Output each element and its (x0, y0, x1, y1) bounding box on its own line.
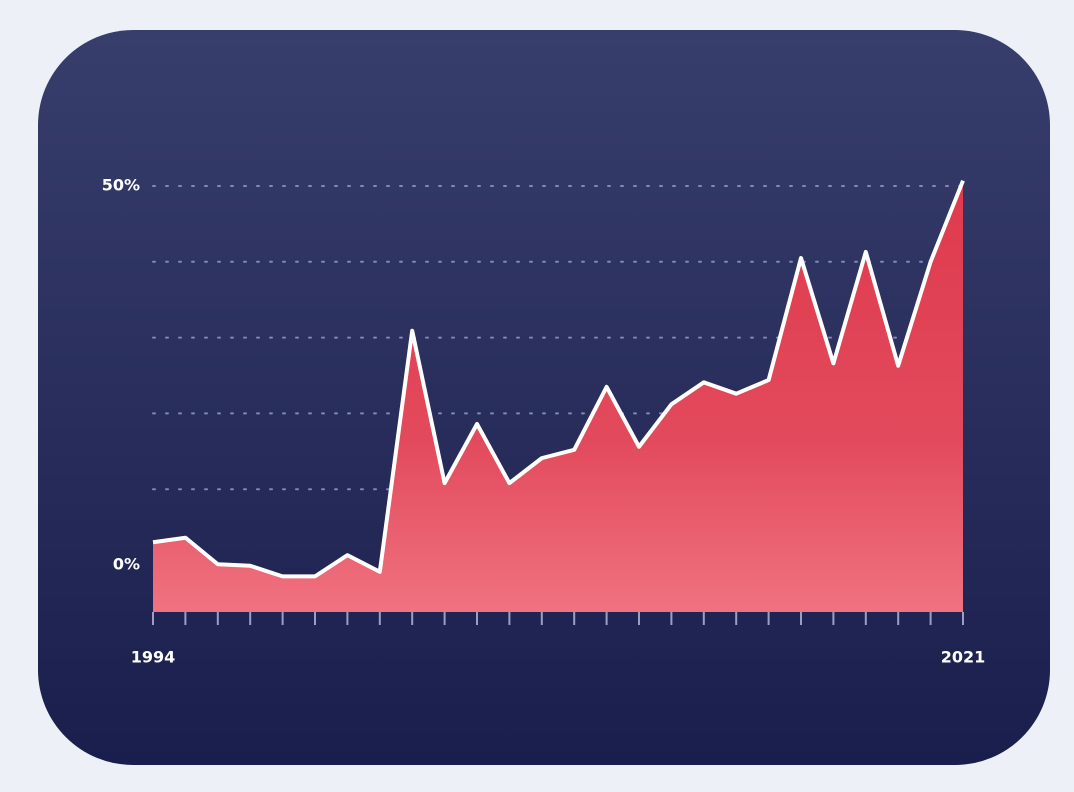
x-tick-label: 1994 (131, 648, 176, 667)
y-tick-label: 50% (102, 176, 140, 195)
x-tick-label: 2021 (941, 648, 986, 667)
line (152, 179, 965, 579)
area (153, 180, 963, 612)
plot: 0% 50% 1994 2021 (102, 176, 986, 667)
y-tick-label: 0% (113, 555, 140, 574)
